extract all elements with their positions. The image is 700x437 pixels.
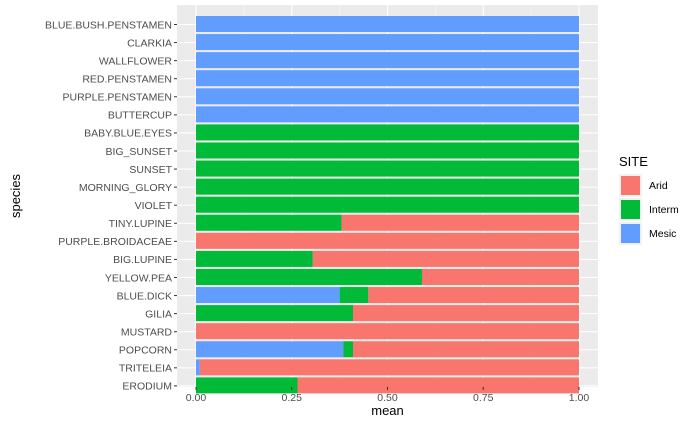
y-tick-label: MUSTARD xyxy=(121,326,173,338)
bar-segment-mesic xyxy=(196,70,579,87)
bars xyxy=(196,16,579,394)
legend-label: Interm xyxy=(649,204,679,216)
y-tick-label: PURPLE.PENSTAMEN xyxy=(63,92,173,104)
bar-segment-arid xyxy=(312,250,579,267)
bar-segment-mesic xyxy=(196,106,579,123)
legend-title: SITE xyxy=(619,154,648,169)
bar-segment-arid xyxy=(353,341,579,358)
bar-segment-arid xyxy=(297,377,579,394)
y-tick-label: TINY.LUPINE xyxy=(109,218,172,230)
x-tick-label: 0.25 xyxy=(282,392,303,404)
y-tick-label: RED.PENSTAMEN xyxy=(82,74,172,86)
y-tick-label: ERODIUM xyxy=(122,381,172,393)
bar-segment-arid xyxy=(196,232,579,249)
bar-segment-interm xyxy=(196,377,298,394)
bar-segment-arid xyxy=(199,359,579,376)
y-tick-label: BIG.LUPINE xyxy=(113,254,172,266)
y-tick-label: BLUE.DICK xyxy=(117,290,172,302)
bar-segment-arid xyxy=(368,287,579,304)
y-tick-label: TRITELEIA xyxy=(119,363,172,375)
legend-label: Arid xyxy=(649,180,668,192)
bar-segment-mesic xyxy=(196,359,200,376)
bar-segment-arid xyxy=(353,305,579,322)
y-tick-label: YELLOW.PEA xyxy=(105,272,172,284)
x-axis-title: mean xyxy=(371,403,404,418)
bar-segment-interm xyxy=(196,196,579,213)
y-tick-labels: BLUE.BUSH.PENSTAMEN CLARKIA WALLFLOWER RED.… xyxy=(45,19,177,393)
legend: SITE Arid Interm Mesic xyxy=(619,154,679,245)
y-axis-title: species xyxy=(8,173,23,218)
bar-segment-arid xyxy=(341,214,579,231)
bar-segment-arid xyxy=(421,268,579,285)
bar-segment-mesic xyxy=(196,88,579,105)
x-tick-label: 0.00 xyxy=(186,392,207,404)
x-tick-label: 1.00 xyxy=(569,392,590,404)
bar-segment-mesic xyxy=(196,16,579,32)
y-tick-label: BIG_SUNSET xyxy=(105,146,172,158)
bar-segment-interm xyxy=(339,287,369,304)
bar-segment-interm xyxy=(196,178,579,195)
y-tick-label: PURPLE.BROIDACEAE xyxy=(58,236,172,248)
y-tick-label: MORNING_GLORY xyxy=(79,182,172,194)
bar-segment-mesic xyxy=(196,341,344,358)
bar-segment-interm xyxy=(196,214,342,231)
bar-segment-mesic xyxy=(196,52,579,69)
bar-segment-interm xyxy=(196,124,579,141)
bar-segment-interm xyxy=(196,160,579,177)
bar-segment-mesic xyxy=(196,34,579,51)
y-tick-label: BLUE.BUSH.PENSTAMEN xyxy=(45,19,172,31)
y-tick-label: BABY.BLUE.EYES xyxy=(84,128,172,140)
y-tick-label: POPCORN xyxy=(119,345,172,357)
x-tick-labels: 0.00 0.25 0.50 0.75 1.00 xyxy=(186,387,590,404)
bar-segment-interm xyxy=(196,305,354,322)
x-tick-label: 0.50 xyxy=(377,392,398,404)
bar-segment-interm xyxy=(196,250,313,267)
legend-key-interm xyxy=(621,200,640,219)
y-tick-label: WALLFLOWER xyxy=(99,55,173,67)
legend-key-mesic xyxy=(621,224,640,243)
bar-segment-interm xyxy=(343,341,354,358)
x-tick-label: 0.75 xyxy=(473,392,494,404)
bar-segment-interm xyxy=(196,142,579,159)
bar-segment-arid xyxy=(196,323,579,340)
legend-label: Mesic xyxy=(649,228,676,240)
bar-segment-mesic xyxy=(196,287,340,304)
bar-segment-interm xyxy=(196,268,422,285)
y-tick-label: BUTTERCUP xyxy=(108,110,172,122)
y-tick-label: CLARKIA xyxy=(127,37,172,49)
legend-key-arid xyxy=(621,176,640,195)
y-tick-label: GILIA xyxy=(145,308,172,320)
y-tick-label: SUNSET xyxy=(129,164,172,176)
y-tick-label: VIOLET xyxy=(135,200,173,212)
